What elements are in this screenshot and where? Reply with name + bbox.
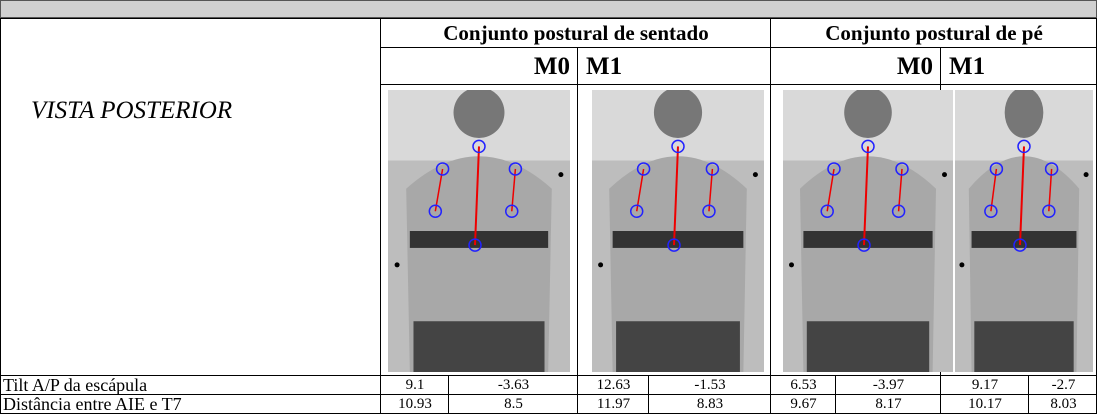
top-bar — [0, 0, 1097, 18]
value-cell: 10.93 — [380, 394, 449, 414]
value-cell: 6.53 — [770, 375, 836, 395]
value-cell: 9.67 — [770, 394, 836, 414]
image-cell — [770, 84, 941, 376]
value-cell: 8.03 — [1028, 394, 1097, 414]
value-cell: 8.5 — [448, 394, 578, 414]
group-header: Conjunto postural de sentado — [380, 18, 771, 48]
value-cell: 12.63 — [577, 375, 649, 395]
value-cell: 9.1 — [380, 375, 449, 395]
moment-header: M0 — [380, 47, 578, 85]
value-cell: 8.17 — [835, 394, 941, 414]
photo — [783, 90, 953, 372]
photo — [592, 90, 764, 372]
value-cell: 11.97 — [577, 394, 649, 414]
moment-header: M1 — [577, 47, 771, 85]
value-cell: -3.97 — [835, 375, 941, 395]
moment-header: M1 — [940, 47, 1097, 85]
row-header: VISTA POSTERIOR — [0, 18, 381, 375]
group-header: Conjunto postural de pé — [770, 18, 1097, 48]
value-cell: -2.7 — [1028, 375, 1097, 395]
image-cell — [380, 84, 578, 376]
row-label: Tilt A/P da escápula — [0, 375, 381, 395]
value-cell: -3.63 — [448, 375, 578, 395]
value-cell: -1.53 — [648, 375, 771, 395]
value-cell: 10.17 — [940, 394, 1029, 414]
image-cell — [577, 84, 771, 376]
photo — [388, 90, 570, 372]
value-cell: 9.17 — [940, 375, 1029, 395]
photo — [955, 90, 1093, 372]
moment-header: M0 — [770, 47, 941, 85]
value-cell: 8.83 — [648, 394, 771, 414]
row-label: Distância entre AIE e T7 — [0, 394, 381, 414]
